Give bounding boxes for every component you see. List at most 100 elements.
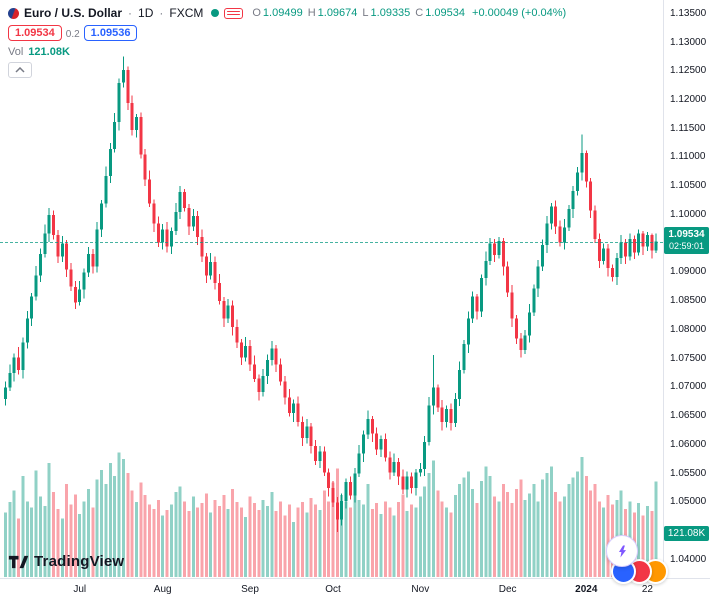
volume-bar: [549, 466, 553, 577]
instant-trade-button[interactable]: [606, 535, 638, 567]
candle-body: [606, 248, 610, 268]
volume-bar: [261, 499, 265, 577]
candle-body: [183, 191, 186, 208]
candle-body: [593, 210, 597, 239]
tradingview-logo[interactable]: TradingView: [8, 553, 124, 570]
volume-bar: [554, 491, 558, 577]
volume-bar: [231, 488, 235, 577]
volume-bar: [283, 515, 287, 577]
price-axis-label: 1.07500: [670, 352, 707, 364]
open-value: 1.09499: [262, 7, 303, 19]
candle-body: [279, 364, 283, 382]
volume-bar: [427, 473, 431, 577]
volume-legend-row[interactable]: Vol 121.08K: [8, 46, 70, 58]
volume-bar: [56, 509, 60, 577]
volume-bar: [602, 507, 606, 577]
volume-bar: [462, 477, 466, 577]
volume-bar: [12, 490, 16, 577]
volume-bar: [562, 496, 566, 577]
price-axis-label: 1.09000: [670, 266, 707, 278]
volume-bar: [523, 499, 527, 577]
candle-body: [571, 190, 575, 210]
candle-body: [554, 206, 558, 227]
volume-bar: [34, 470, 38, 577]
price-axis[interactable]: 1.13500 1.13000 1.12500 1.12000 1.11500 1.110…: [663, 0, 710, 578]
collapse-legend-button[interactable]: [8, 62, 32, 78]
sell-button[interactable]: 1.09534: [8, 25, 62, 41]
candle-body: [148, 179, 152, 204]
time-axis[interactable]: Jul Aug Sep Oct Nov Dec 2024 22: [0, 578, 710, 600]
volume-bar: [414, 507, 418, 577]
volume-bar: [239, 507, 243, 577]
volume-bar: [52, 491, 55, 577]
candle-body: [484, 260, 488, 279]
reaction-bubbles[interactable]: [611, 559, 668, 584]
quick-trade-menu-icon[interactable]: [224, 7, 244, 19]
candle-body: [523, 335, 527, 350]
volume-bar: [213, 499, 217, 577]
candlestick-chart-canvas[interactable]: [0, 0, 663, 578]
candle-body: [335, 502, 339, 520]
candle-body: [541, 244, 545, 267]
candle-body: [95, 229, 99, 267]
candle-body: [82, 272, 86, 290]
buy-button[interactable]: 1.09536: [83, 25, 138, 41]
volume-bar: [17, 518, 21, 577]
volume-bar: [117, 452, 121, 577]
time-axis-label: Jul: [73, 584, 87, 595]
candle-body: [327, 472, 331, 488]
candle-body: [379, 439, 383, 450]
price-axis-label: 1.12000: [670, 93, 707, 105]
candle-body: [466, 318, 470, 345]
candle-body: [196, 216, 200, 237]
candle-body: [353, 473, 357, 496]
volume-bar: [226, 509, 230, 577]
candle-body: [305, 426, 309, 438]
ohlc-readout: O 1.09499 H 1.09674 L 1.09335 C 1.09534 +0.0…: [252, 7, 566, 19]
volume-bar: [536, 501, 540, 577]
candle-body: [78, 289, 82, 303]
volume-bar: [82, 501, 86, 577]
candle-body: [480, 278, 483, 312]
chart-pane[interactable]: [0, 0, 663, 578]
candle-body: [139, 117, 143, 155]
price-axis-label: 1.07000: [670, 381, 707, 393]
candle-body: [458, 370, 462, 399]
interval-label[interactable]: 1D: [138, 6, 154, 20]
candle-body: [519, 338, 523, 350]
candle-body: [135, 117, 138, 130]
candle-body: [449, 409, 453, 423]
volume-bar: [514, 488, 518, 577]
volume-bar: [418, 496, 422, 577]
volume-bar: [8, 502, 12, 577]
candle-body: [30, 296, 34, 319]
time-axis-label: 22: [641, 584, 653, 595]
price-axis-label: 1.10500: [670, 180, 707, 192]
volume-bar: [191, 496, 195, 577]
volume-bar: [397, 502, 400, 577]
volume-bar: [322, 490, 326, 577]
candle-body: [56, 235, 60, 257]
bar-countdown: 02:59:01: [668, 241, 705, 251]
price-axis-label: 1.12500: [670, 65, 707, 77]
volume-bar: [292, 521, 296, 577]
symbol-title[interactable]: Euro / U.S. Dollar: [24, 6, 123, 20]
volume-bar: [95, 479, 99, 577]
price-axis-label: 1.11000: [670, 151, 706, 163]
volume-bar: [169, 504, 173, 577]
volume-bar: [161, 515, 165, 577]
volume-bar: [506, 491, 510, 577]
candle-body: [218, 282, 221, 302]
volume-bar: [38, 496, 42, 577]
volume-bar: [654, 481, 658, 577]
volume-bar: [541, 479, 545, 577]
candle-body: [654, 241, 658, 251]
volume-bar: [431, 460, 435, 577]
candle-body: [4, 387, 7, 399]
current-price-value: 1.09534: [668, 229, 705, 240]
volume-bar: [165, 510, 169, 577]
volume-bar: [401, 494, 405, 577]
volume-bar: [314, 504, 317, 577]
candle-body: [645, 235, 649, 247]
symbol-legend[interactable]: Euro / U.S. Dollar · 1D · FXCM O 1.09499 …: [8, 6, 566, 20]
